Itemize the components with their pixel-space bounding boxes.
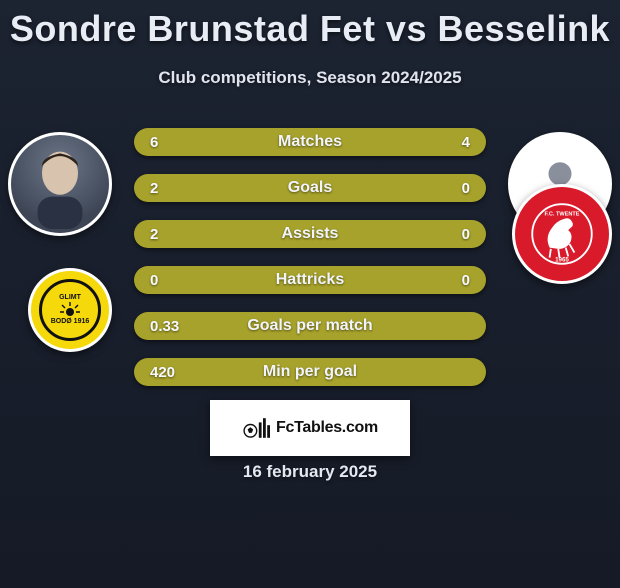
horse-icon: F.C. TWENTE 1965: [531, 203, 593, 265]
stat-bar: 6 Matches 4: [134, 128, 486, 156]
soccer-ball-bars-icon: [242, 414, 270, 442]
stat-left-value: 2: [150, 226, 158, 243]
stat-right-value: 4: [462, 134, 470, 151]
stat-right-value: 0: [462, 272, 470, 289]
crest-right-year: 1965: [555, 256, 569, 263]
crest-right-top-text: F.C. TWENTE: [544, 211, 579, 217]
stat-label: Matches: [278, 133, 342, 151]
crest-left-text-bottom: BODØ 1916: [51, 318, 90, 326]
player-left-avatar: [8, 132, 112, 236]
stat-label: Min per goal: [263, 363, 357, 381]
crest-left-text-top: GLIMT: [59, 294, 81, 302]
club-left-crest: GLIMT BODØ 1916: [28, 268, 112, 352]
stat-left-value: 0: [150, 272, 158, 289]
generic-player-icon: [15, 139, 105, 229]
stat-label: Assists: [282, 225, 339, 243]
stat-right-value: 0: [462, 226, 470, 243]
stat-bar: 420 Min per goal: [134, 358, 486, 386]
club-right-crest: F.C. TWENTE 1965: [512, 184, 612, 284]
stat-bar: 2 Assists 0: [134, 220, 486, 248]
stat-label: Hattricks: [276, 271, 344, 289]
stat-bar: 0.33 Goals per match: [134, 312, 486, 340]
stat-right-value: 0: [462, 180, 470, 197]
stat-bar: 2 Goals 0: [134, 174, 486, 202]
stat-label: Goals per match: [247, 317, 372, 335]
stat-label: Goals: [288, 179, 332, 197]
footer-date: 16 february 2025: [0, 462, 620, 482]
sun-icon: [58, 302, 82, 318]
stat-left-value: 2: [150, 180, 158, 197]
stat-bars: 6 Matches 4 2 Goals 0 2 Assists 0 0 Hattricks 0 0.33…: [134, 128, 486, 404]
stat-left-value: 0.33: [150, 318, 179, 335]
page-title: Sondre Brunstad Fet vs Besselink: [0, 8, 620, 50]
brand-box[interactable]: FcTables.com: [210, 400, 410, 456]
page-subtitle: Club competitions, Season 2024/2025: [0, 68, 620, 88]
stat-left-value: 6: [150, 134, 158, 151]
stat-left-value: 420: [150, 364, 175, 381]
stat-bar: 0 Hattricks 0: [134, 266, 486, 294]
brand-text: FcTables.com: [276, 419, 378, 437]
stats-section: GLIMT BODØ 1916 F.C. TWENTE 1965 6 Matche…: [0, 128, 620, 408]
